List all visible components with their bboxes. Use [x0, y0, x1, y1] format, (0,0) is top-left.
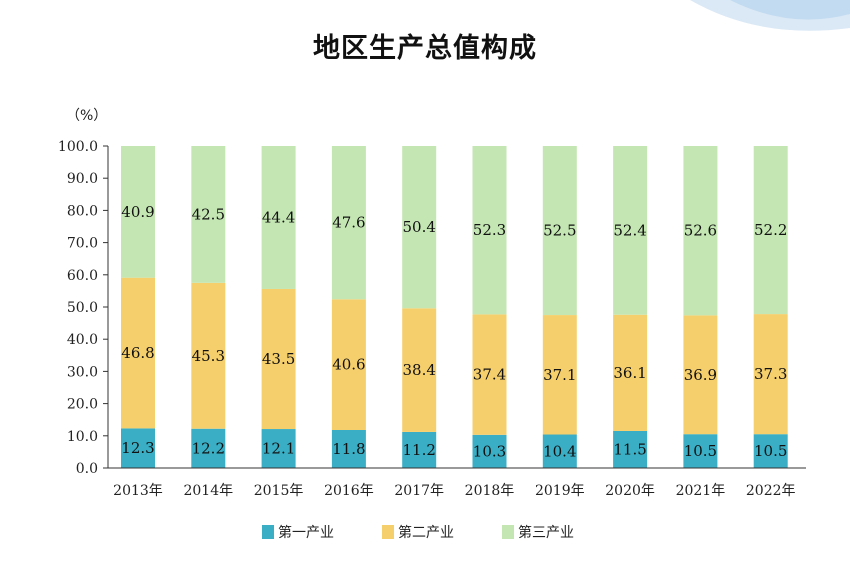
y-tick-label: 10.0 — [67, 429, 98, 445]
x-tick-label: 2015年 — [254, 483, 304, 499]
legend-swatch — [382, 525, 394, 539]
data-label: 37.4 — [473, 366, 506, 384]
bar-segment-3-2022年 — [753, 146, 788, 315]
bar-segment-2-2022年 — [753, 314, 788, 435]
bar-segment-2-2017年 — [402, 308, 437, 432]
bar-segment-3-2021年 — [683, 146, 718, 316]
x-tick-label: 2020年 — [605, 483, 655, 499]
y-tick-label: 70.0 — [67, 236, 98, 252]
bar-segment-2-2019年 — [542, 315, 577, 435]
y-tick-label: 20.0 — [67, 397, 98, 413]
x-tick-label: 2021年 — [676, 483, 726, 499]
bar-segment-2-2018年 — [472, 314, 507, 435]
x-tick-label: 2017年 — [394, 483, 444, 499]
data-label: 37.1 — [543, 366, 576, 384]
y-tick-label: 100.0 — [58, 139, 98, 155]
x-tick-label: 2013年 — [113, 483, 163, 499]
y-tick-label: 30.0 — [67, 364, 98, 380]
y-tick-label: 0.0 — [76, 461, 98, 477]
data-label: 52.4 — [613, 221, 646, 239]
data-label: 36.1 — [613, 364, 646, 382]
y-tick-label: 90.0 — [67, 171, 98, 187]
data-label: 12.2 — [192, 439, 225, 457]
data-label: 50.4 — [402, 218, 435, 236]
data-label: 44.4 — [262, 208, 295, 226]
bar-segment-2-2013年 — [121, 277, 155, 429]
legend-item: 第三产业 — [502, 522, 574, 542]
legend-label: 第一产业 — [278, 525, 334, 541]
data-label: 10.4 — [543, 442, 576, 460]
y-tick-label: 40.0 — [67, 332, 98, 348]
data-label: 12.3 — [121, 439, 154, 457]
bar-segment-1-2021年 — [683, 434, 718, 468]
data-label: 11.5 — [613, 440, 646, 458]
bar-segment-1-2017年 — [402, 431, 437, 468]
bar-segment-1-2015年 — [261, 429, 296, 468]
bar-segment-3-2017年 — [402, 146, 437, 309]
data-label: 11.8 — [332, 440, 365, 458]
data-label: 45.3 — [192, 347, 225, 365]
x-tick-label: 2014年 — [183, 483, 233, 499]
legend-swatch — [262, 525, 274, 539]
corner-decoration — [690, 0, 850, 31]
data-label: 38.4 — [402, 361, 435, 379]
bar-segment-3-2020年 — [613, 146, 648, 315]
data-label: 52.5 — [543, 222, 576, 240]
data-label: 40.9 — [121, 203, 154, 221]
bar-segment-3-2016年 — [331, 146, 366, 300]
bar-segment-1-2020年 — [613, 430, 648, 468]
y-tick-label: 60.0 — [67, 268, 98, 284]
x-tick-label: 2022年 — [746, 483, 796, 499]
data-label: 40.6 — [332, 356, 365, 374]
bar-segment-3-2019年 — [542, 146, 577, 316]
data-label: 47.6 — [332, 214, 365, 232]
bar-segment-3-2015年 — [261, 146, 296, 289]
data-label: 42.5 — [192, 205, 225, 223]
y-axis-unit: （%） — [66, 108, 108, 124]
data-label: 10.5 — [684, 442, 717, 460]
bar-segment-3-2013年 — [121, 146, 155, 278]
data-label: 12.1 — [262, 440, 295, 458]
data-label: 52.6 — [684, 222, 717, 240]
bar-segment-2-2020年 — [613, 314, 648, 431]
bar-segment-1-2014年 — [191, 428, 226, 468]
data-label: 52.2 — [754, 221, 787, 239]
legend-item: 第二产业 — [382, 522, 454, 542]
y-tick-label: 50.0 — [67, 300, 98, 316]
data-label: 43.5 — [262, 350, 295, 368]
legend-item: 第一产业 — [262, 522, 334, 542]
bar-segment-1-2019年 — [542, 434, 577, 468]
bar-segment-2-2016年 — [331, 299, 366, 431]
bar-segment-2-2015年 — [261, 288, 296, 430]
y-tick-label: 80.0 — [67, 203, 98, 219]
x-tick-label: 2019年 — [535, 483, 585, 499]
bar-segment-3-2018年 — [472, 146, 507, 315]
bar-segment-1-2018年 — [472, 434, 507, 468]
data-label: 36.9 — [684, 366, 717, 384]
legend-label: 第二产业 — [398, 525, 454, 541]
x-tick-label: 2018年 — [465, 483, 515, 499]
data-label: 10.3 — [473, 442, 506, 460]
bar-segment-1-2013年 — [121, 428, 155, 468]
bar-segment-3-2014年 — [191, 146, 226, 283]
data-label: 46.8 — [121, 344, 154, 362]
data-label: 52.3 — [473, 221, 506, 239]
legend-swatch — [502, 525, 514, 539]
data-label: 10.5 — [754, 442, 787, 460]
bar-segment-1-2016年 — [331, 430, 366, 468]
bar-segment-2-2021年 — [683, 315, 718, 435]
bar-segment-1-2022年 — [753, 434, 788, 468]
data-label: 37.3 — [754, 365, 787, 383]
legend-label: 第三产业 — [518, 525, 574, 541]
x-tick-label: 2016年 — [324, 483, 374, 499]
bar-segment-2-2014年 — [191, 282, 226, 429]
legend: 第一产业 第二产业 第三产业 — [0, 522, 850, 542]
chart-title: 地区生产总值构成 — [313, 33, 537, 64]
data-label: 11.2 — [402, 441, 435, 459]
